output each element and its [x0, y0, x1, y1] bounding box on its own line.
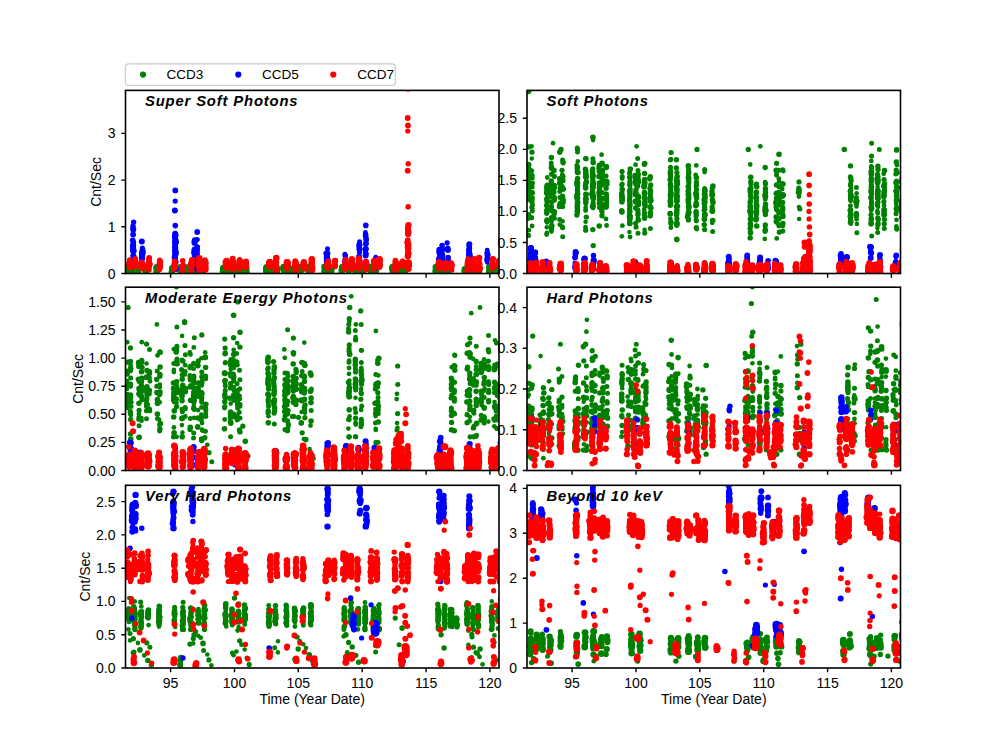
svg-text:CCD3: CCD3 — [167, 67, 204, 82]
svg-text:120: 120 — [880, 675, 904, 691]
svg-text:3: 3 — [509, 525, 517, 541]
svg-text:0.5: 0.5 — [96, 627, 116, 643]
svg-text:1.00: 1.00 — [88, 350, 115, 366]
svg-text:Hard Photons: Hard Photons — [547, 290, 654, 306]
svg-text:0.50: 0.50 — [88, 406, 115, 422]
svg-text:95: 95 — [564, 675, 580, 691]
svg-text:Very Hard Photons: Very Hard Photons — [145, 488, 292, 504]
svg-text:CCD7: CCD7 — [357, 67, 394, 82]
svg-text:0.0: 0.0 — [498, 463, 518, 479]
svg-text:0.75: 0.75 — [88, 378, 115, 394]
svg-text:2: 2 — [108, 172, 116, 188]
svg-text:110: 110 — [753, 675, 776, 691]
svg-text:120: 120 — [478, 675, 502, 691]
svg-text:CCD5: CCD5 — [262, 67, 299, 82]
svg-text:Beyond 10 keV: Beyond 10 keV — [547, 488, 664, 504]
svg-text:105: 105 — [688, 675, 712, 691]
svg-text:0.4: 0.4 — [498, 300, 518, 316]
svg-text:1.0: 1.0 — [96, 593, 116, 609]
svg-text:0.0: 0.0 — [498, 266, 518, 282]
svg-text:3: 3 — [108, 125, 116, 141]
svg-text:0.2: 0.2 — [498, 381, 518, 397]
svg-text:2.5: 2.5 — [498, 110, 518, 126]
svg-text:Moderate Energy Photons: Moderate Energy Photons — [145, 290, 348, 306]
svg-text:Soft Photons: Soft Photons — [547, 93, 649, 109]
svg-text:Super Soft Photons: Super Soft Photons — [145, 93, 298, 109]
svg-text:Time (Year Date): Time (Year Date) — [661, 691, 767, 707]
svg-text:1.25: 1.25 — [88, 322, 115, 338]
svg-text:0: 0 — [108, 266, 116, 282]
svg-text:115: 115 — [816, 675, 839, 691]
svg-text:4: 4 — [509, 480, 517, 496]
svg-text:95: 95 — [163, 675, 179, 691]
svg-text:2.0: 2.0 — [498, 141, 518, 157]
svg-text:Cnt/Sec: Cnt/Sec — [71, 354, 87, 404]
svg-text:1: 1 — [509, 615, 517, 631]
svg-text:110: 110 — [351, 675, 374, 691]
svg-text:2: 2 — [509, 570, 517, 586]
svg-text:1.50: 1.50 — [88, 294, 115, 310]
svg-text:0.5: 0.5 — [498, 235, 518, 251]
svg-text:0.3: 0.3 — [498, 340, 518, 356]
svg-text:0.1: 0.1 — [498, 422, 518, 438]
svg-text:105: 105 — [287, 675, 311, 691]
svg-text:0.0: 0.0 — [96, 660, 116, 676]
svg-text:115: 115 — [415, 675, 438, 691]
svg-text:1.5: 1.5 — [498, 172, 518, 188]
svg-text:0.25: 0.25 — [88, 434, 115, 450]
svg-text:1.5: 1.5 — [96, 560, 116, 576]
svg-text:0: 0 — [509, 660, 517, 676]
svg-text:0.00: 0.00 — [88, 463, 115, 479]
svg-text:Cnt/Sec: Cnt/Sec — [78, 552, 94, 602]
svg-text:100: 100 — [223, 675, 247, 691]
svg-text:Time (Year Date): Time (Year Date) — [259, 691, 365, 707]
svg-text:Cnt/Sec: Cnt/Sec — [89, 157, 105, 207]
svg-text:1.0: 1.0 — [498, 203, 518, 219]
svg-text:2.5: 2.5 — [96, 494, 116, 510]
svg-text:100: 100 — [624, 675, 648, 691]
svg-text:1: 1 — [108, 219, 116, 235]
svg-text:2.0: 2.0 — [96, 527, 116, 543]
